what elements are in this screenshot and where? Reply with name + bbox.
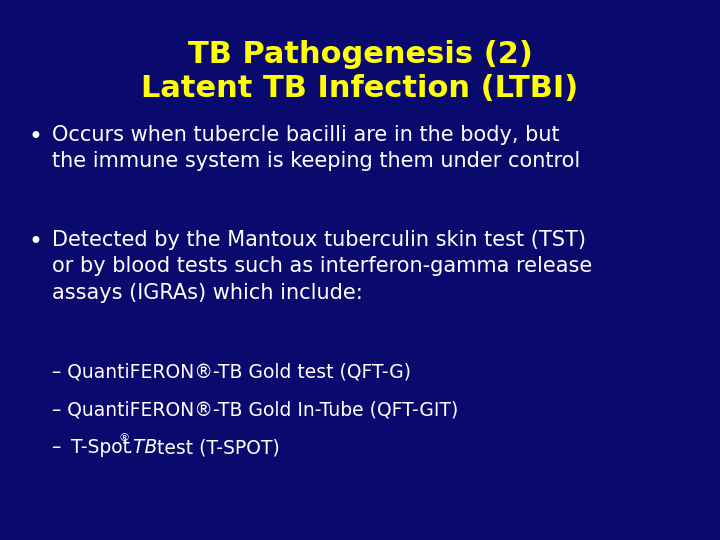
Text: – QuantiFERON®-TB Gold In-Tube (QFT-GIT): – QuantiFERON®-TB Gold In-Tube (QFT-GIT) [52,400,458,419]
Text: T-Spot: T-Spot [71,438,130,457]
Text: – QuantiFERON®-TB Gold test (QFT-G): – QuantiFERON®-TB Gold test (QFT-G) [52,362,411,381]
Text: test (T-SPOT): test (T-SPOT) [151,438,280,457]
Text: TB Pathogenesis (2)
Latent TB Infection (LTBI): TB Pathogenesis (2) Latent TB Infection … [141,40,579,103]
Text: Occurs when tubercle bacilli are in the body, but
the immune system is keeping t: Occurs when tubercle bacilli are in the … [52,125,580,171]
Text: •: • [28,125,42,149]
Text: •: • [28,230,42,254]
Text: ®: ® [118,433,129,443]
Text: Detected by the Mantoux tuberculin skin test (TST)
or by blood tests such as int: Detected by the Mantoux tuberculin skin … [52,230,593,303]
Text: –: – [52,438,67,457]
Text: .TB: .TB [128,438,158,457]
